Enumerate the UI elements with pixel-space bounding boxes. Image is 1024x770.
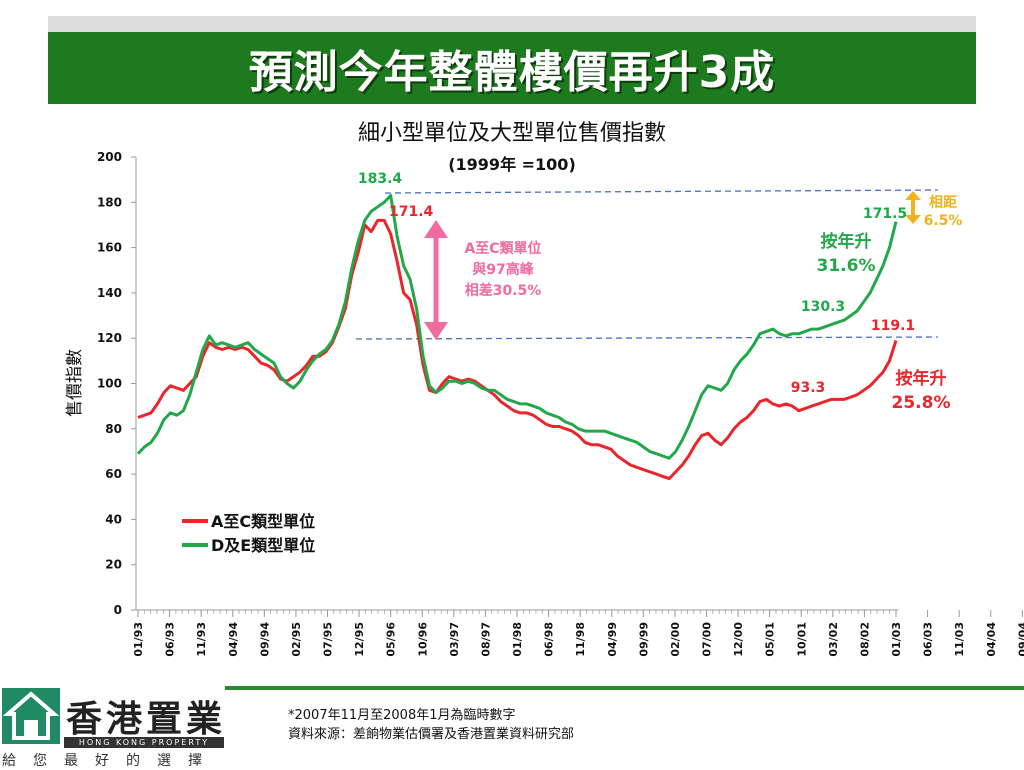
- annotation-label: 31.6%: [817, 256, 876, 276]
- x-tick-label: 04/04: [985, 622, 998, 657]
- annotation-label: 183.4: [358, 171, 403, 187]
- logo-name: 香港置業: [66, 699, 227, 740]
- x-tick-label: 03/02: [827, 622, 840, 657]
- y-tick-label: 100: [97, 377, 122, 391]
- spread-arrow-down-head: [905, 215, 921, 224]
- annotation-label: 相差30.5%: [465, 282, 542, 299]
- x-tick-label: 11/93: [195, 622, 208, 657]
- x-tick-label: 08/02: [858, 622, 871, 657]
- footer-divider: [225, 686, 1024, 690]
- y-tick-label: 160: [97, 241, 122, 255]
- x-tick-label: 11/98: [574, 622, 587, 657]
- y-tick-label: 40: [105, 512, 122, 526]
- x-tick-label: 07/95: [322, 622, 335, 657]
- x-tick-label: 01/03: [890, 622, 903, 657]
- x-tick-label: 07/00: [701, 622, 714, 657]
- series-line: [137, 218, 898, 481]
- x-tick-label: 10/96: [416, 622, 429, 657]
- annotation-label: 171.4: [389, 204, 434, 220]
- y-tick-label: 80: [105, 422, 122, 436]
- annotation-label: 119.1: [871, 318, 915, 334]
- annotation-label: 與97高峰: [472, 261, 534, 278]
- x-tick-label: 02/95: [290, 622, 303, 657]
- peak-guide-line: [384, 189, 939, 194]
- x-tick-label: 04/94: [227, 622, 240, 657]
- top-bar: [48, 16, 976, 32]
- footnote-source: 資料來源：差餉物業估價署及香港置業資料研究部: [288, 727, 575, 742]
- guide-lines: [355, 189, 939, 340]
- house-logo-icon: [2, 688, 60, 744]
- current-guide-line: [355, 336, 939, 340]
- annotation-label: 25.8%: [892, 393, 951, 413]
- chart-title: 細小型單位及大型單位售價指數: [358, 121, 666, 146]
- x-tick-label: 02/00: [669, 622, 682, 657]
- x-tick-label: 10/01: [795, 622, 808, 657]
- x-tick-label: 09/94: [258, 622, 271, 657]
- annotation-label: 6.5%: [924, 213, 963, 229]
- annotation-label: 按年升: [896, 368, 947, 389]
- x-tick-label: 09/04: [1016, 622, 1024, 657]
- y-tick-label: 180: [97, 195, 122, 209]
- y-tick-label: 60: [105, 467, 122, 481]
- y-tick-label: 0: [114, 603, 122, 617]
- x-tick-label: 01/93: [132, 622, 145, 657]
- gap-arrow-up-head: [424, 220, 448, 238]
- spread-arrow-up-head: [905, 191, 921, 200]
- x-tick-label: 03/97: [448, 622, 461, 657]
- x-tick-label: 06/93: [164, 622, 177, 657]
- y-tick-label: 200: [97, 150, 122, 164]
- x-tick-label: 11/03: [953, 622, 966, 657]
- x-tick-label: 12/00: [732, 622, 745, 657]
- title-banner: 預測今年整體樓價再升3成: [48, 32, 976, 104]
- y-tick-label: 120: [97, 331, 122, 345]
- x-tick-label: 04/99: [606, 622, 619, 657]
- y-tick-label: 20: [105, 558, 122, 572]
- x-tick-label: 01/98: [511, 622, 524, 657]
- footnote-provisional: *2007年11月至2008年1月為臨時數字: [288, 708, 516, 723]
- legend-label: D及E類型單位: [211, 536, 315, 555]
- series-line: [136, 194, 898, 460]
- axes: 0 20 40 60 80 100 120 140 160 180 200 01/93 06/93 11/…: [97, 150, 1024, 657]
- legend-label: A至C類型單位: [211, 512, 315, 531]
- footnote: *2007年11月至2008年1月為臨時數字 資料來源：差餉物業估價署及香港置業…: [288, 706, 574, 744]
- x-tick-label: 08/97: [479, 622, 492, 657]
- x-tick-label: 12/95: [353, 622, 366, 657]
- x-tick-label: 06/03: [922, 622, 935, 657]
- logo-english: HONG KONG PROPERTY: [64, 737, 224, 748]
- annotation-label: 相距: [929, 194, 957, 211]
- annotation-label: 130.3: [801, 299, 845, 315]
- price-index-chart: 細小型單位及大型單位售價指數 (1999年 =100) 售價指數 0 20 40 60…: [65, 121, 1024, 657]
- annotation-label: A至C類單位: [464, 240, 541, 257]
- x-tick-label: 05/01: [764, 622, 777, 657]
- annotation-label: 171.5: [863, 206, 907, 222]
- chart-subtitle: (1999年 =100): [448, 155, 576, 174]
- y-tick-label: 140: [97, 286, 122, 300]
- annotation-label: 按年升: [821, 231, 872, 252]
- x-tick-label: 09/99: [637, 622, 650, 657]
- legend: A至C類型單位 D及E類型單位: [182, 512, 315, 555]
- annotation-label: 93.3: [791, 380, 826, 396]
- logo-slogan: 給您最好的選擇: [2, 753, 219, 769]
- y-axis-label: 售價指數: [65, 349, 85, 417]
- series-lines: [136, 194, 898, 481]
- banner-title: 預測今年整體樓價再升3成: [248, 47, 776, 98]
- x-tick-label: 06/98: [543, 622, 556, 657]
- gap-arrow-down-head: [424, 322, 448, 340]
- x-tick-label: 05/96: [385, 622, 398, 657]
